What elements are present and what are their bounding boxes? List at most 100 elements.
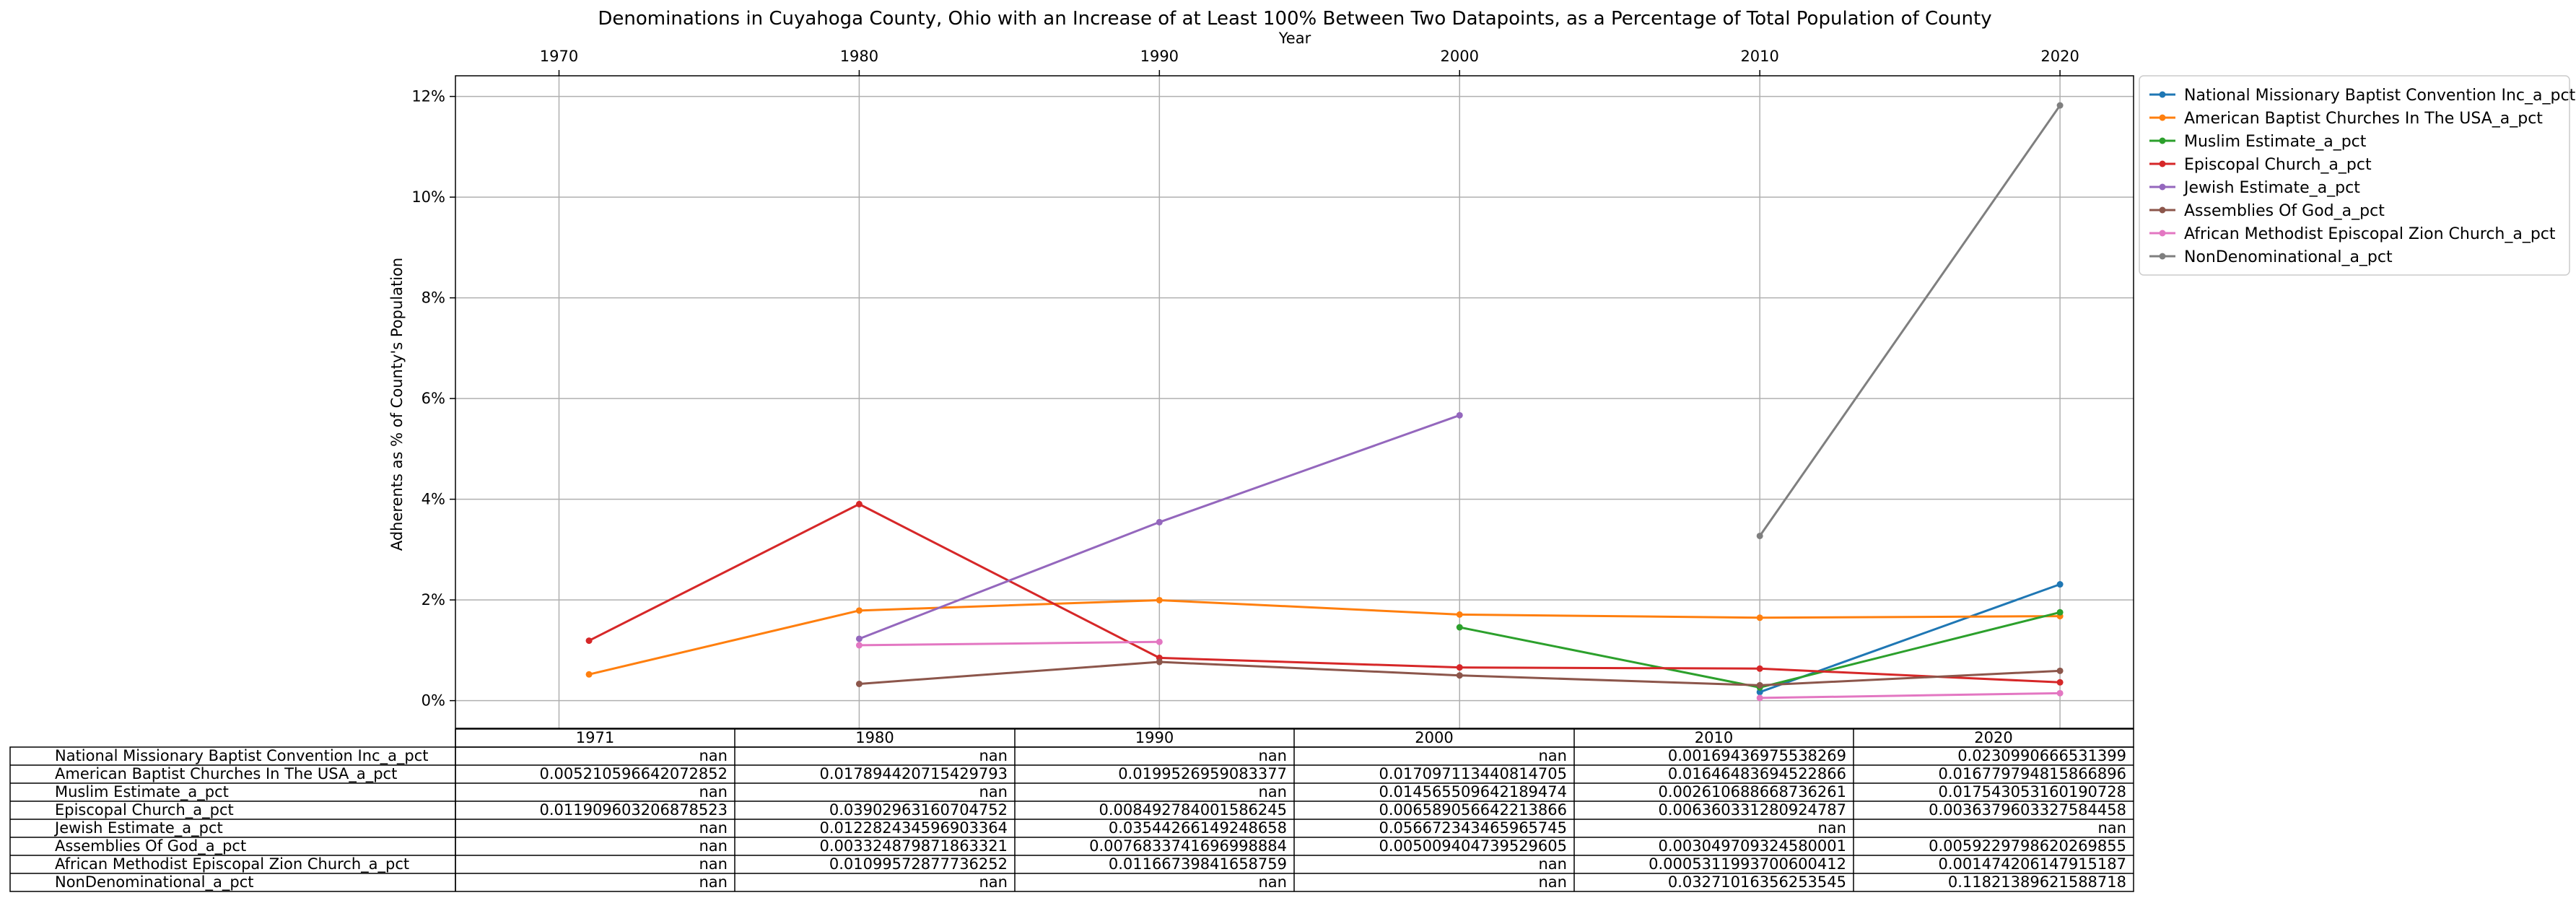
table-cell: nan xyxy=(2098,819,2127,837)
data-point xyxy=(1156,658,1163,666)
legend-label: African Methodist Episcopal Zion Church_… xyxy=(2184,225,2556,243)
data-point xyxy=(1756,694,1763,702)
table-cell: 0.005009404739529605 xyxy=(1379,837,1567,855)
legend-item: Assemblies Of God_a_pct xyxy=(2149,202,2385,220)
series-line xyxy=(588,502,2061,684)
data-point xyxy=(1156,638,1163,645)
table-cell: 0.017894420715429793 xyxy=(819,765,1008,782)
series-line xyxy=(1758,105,2061,537)
table-cell: 0.0199526959083377 xyxy=(1118,765,1287,782)
data-point xyxy=(1756,665,1763,672)
table-row-label: American Baptist Churches In The USA_a_p… xyxy=(55,765,397,783)
legend-item: Jewish Estimate_a_pct xyxy=(2149,179,2360,197)
table-row: Jewish Estimate_a_pct nan 0.01228243459690… xyxy=(53,819,2126,837)
legend-marker xyxy=(2159,114,2166,121)
y-tick-label: 10% xyxy=(411,188,445,206)
data-point xyxy=(1756,689,1763,696)
data-point xyxy=(855,500,863,507)
table-cell: 0.0036379603327584458 xyxy=(1929,801,2126,819)
series-5 xyxy=(855,658,2064,689)
table-col-header: 2000 xyxy=(1415,729,1453,746)
table-col-header: 1971 xyxy=(576,729,614,746)
y-tick-label: 8% xyxy=(422,289,445,307)
legend-marker xyxy=(2159,253,2166,260)
legend-item: American Baptist Churches In The USA_a_p… xyxy=(2149,110,2543,128)
y-tick-label: 2% xyxy=(422,591,445,608)
legend-label: National Missionary Baptist Convention I… xyxy=(2184,87,2576,105)
data-point xyxy=(1756,681,1763,689)
table-cell: nan xyxy=(1539,747,1568,764)
legend-marker xyxy=(2159,91,2166,98)
table-row: Assemblies Of God_a_pct nan 0.003324879871… xyxy=(55,837,2126,855)
table-cell: 0.0059229798620269855 xyxy=(1929,837,2126,855)
table-row: Muslim Estimate_a_pct nan nan nan 0.01456550… xyxy=(55,783,2126,801)
table-col-header: 1980 xyxy=(855,729,894,746)
table-cell: 0.011909603206878523 xyxy=(539,801,728,819)
y-tick-label: 12% xyxy=(411,88,445,105)
legend-label: Assemblies Of God_a_pct xyxy=(2184,202,2385,220)
data-point xyxy=(1756,614,1763,621)
series-line xyxy=(588,598,2061,676)
data-point xyxy=(1156,596,1163,603)
legend-label: Muslim Estimate_a_pct xyxy=(2184,133,2367,151)
series-1 xyxy=(585,596,2064,678)
table-cell: 0.0230990666531399 xyxy=(1957,747,2126,764)
table-cell: nan xyxy=(1818,819,1847,837)
data-point xyxy=(1756,532,1763,539)
table-row: African Methodist Episcopal Zion Church_… xyxy=(55,855,2126,873)
table-cell: 0.008492784001586245 xyxy=(1099,801,1287,819)
axis-ticks: 1970 1980 1990 2000 2010 2020 0% 2% 4% 6% 8% 10% 12% xyxy=(411,48,2079,710)
legend-frame xyxy=(2139,75,2570,276)
legend-item: National Missionary Baptist Convention I… xyxy=(2149,87,2576,105)
data-point xyxy=(2056,679,2064,686)
table-row: National Missionary Baptist Convention I… xyxy=(55,747,2126,765)
data-point xyxy=(1456,411,1463,419)
series-line xyxy=(1760,692,2061,699)
series-4 xyxy=(855,411,1463,642)
table-row-label: Episcopal Church_a_pct xyxy=(55,801,234,819)
data-point xyxy=(2056,102,2064,109)
x-tick-label: 2000 xyxy=(1441,48,1479,65)
legend-label: American Baptist Churches In The USA_a_p… xyxy=(2184,110,2543,128)
table-row: Episcopal Church_a_pct 0.0119096032068785… xyxy=(55,801,2126,819)
y-tick-label: 0% xyxy=(422,692,445,710)
legend-item: Episcopal Church_a_pct xyxy=(2149,156,2372,174)
table-cell: 0.005210596642072852 xyxy=(539,765,728,782)
table-cell: nan xyxy=(1539,855,1568,873)
table-cell: 0.016779794815866896 xyxy=(1938,765,2126,782)
y-tick-label: 4% xyxy=(422,491,445,508)
table-cell: nan xyxy=(979,747,1008,764)
legend-marker xyxy=(2159,183,2166,191)
table-cell: 0.014565509642189474 xyxy=(1379,783,1567,801)
legend-item: NonDenominational_a_pct xyxy=(2149,248,2393,266)
table-col-header: 1990 xyxy=(1135,729,1174,746)
table-row-label: African Methodist Episcopal Zion Church_… xyxy=(55,855,409,873)
table-cell: 0.003324879871863321 xyxy=(819,837,1008,855)
table-cell: nan xyxy=(699,873,728,891)
legend-item: Muslim Estimate_a_pct xyxy=(2149,133,2367,151)
table-cell: nan xyxy=(699,783,728,801)
table-col-header: 2020 xyxy=(1974,729,2012,746)
table-cell: 0.006360331280924787 xyxy=(1658,801,1846,819)
table-row-label: Jewish Estimate_a_pct xyxy=(53,819,223,837)
table-row-label: Muslim Estimate_a_pct xyxy=(55,783,229,801)
x-tick-label: 1970 xyxy=(540,48,578,65)
grid xyxy=(455,76,2134,728)
table-cell: 0.017543053160190728 xyxy=(1938,783,2126,801)
data-point xyxy=(585,637,593,645)
table-cell: nan xyxy=(979,783,1008,801)
table-row: American Baptist Churches In The USA_a_p… xyxy=(55,765,2126,783)
table-cell: nan xyxy=(1259,783,1288,801)
x-axis-label: Year xyxy=(1278,30,1311,47)
data-table: 1971 1980 1990 2000 2010 2020 National Mission… xyxy=(9,728,2134,892)
series-6 xyxy=(855,638,2064,702)
data-point xyxy=(855,635,863,642)
table-col-header: 2010 xyxy=(1695,729,1733,746)
table-cell: nan xyxy=(1539,873,1568,891)
x-tick-label: 1980 xyxy=(840,48,878,65)
table-cell: 0.056672343465965745 xyxy=(1379,819,1567,837)
series-3 xyxy=(585,500,2064,686)
table-row: NonDenominational_a_pct nan nan nan nan 0.032… xyxy=(55,873,2126,891)
data-point xyxy=(2056,689,2064,697)
x-tick-label: 2010 xyxy=(1740,48,1778,65)
